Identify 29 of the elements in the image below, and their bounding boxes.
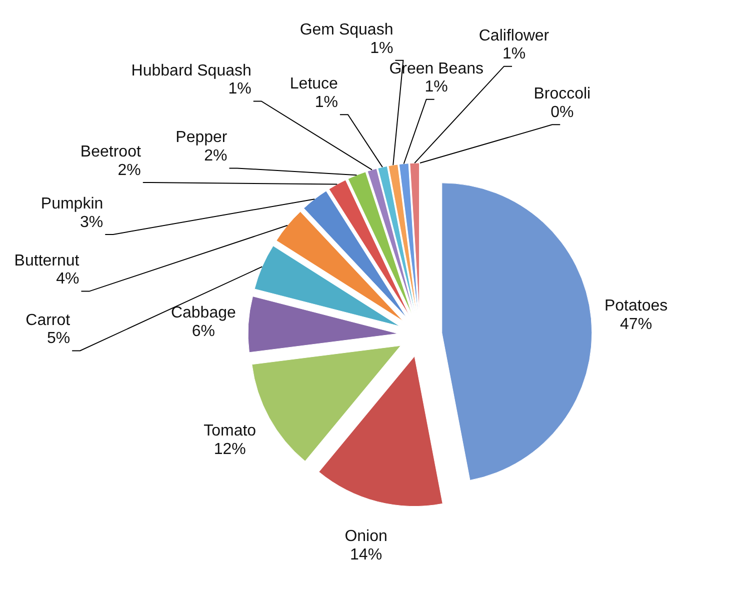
data-label: 5% <box>46 330 70 348</box>
data-label: 14% <box>350 546 382 564</box>
data-label: 3% <box>80 214 104 231</box>
slice-label: Potatoes <box>604 298 668 315</box>
data-label: 1% <box>370 40 394 57</box>
slice-label: Beetroot <box>80 143 142 160</box>
slice-label: Tomato <box>204 422 256 440</box>
data-label: 1% <box>314 94 338 112</box>
data-label: 4% <box>56 270 80 288</box>
data-label: 1% <box>424 78 448 96</box>
data-label: 12% <box>214 440 246 458</box>
slice-label: Letuce <box>290 76 338 93</box>
data-label: 2% <box>118 162 141 179</box>
slice-label: Butternut <box>14 252 80 270</box>
slice-label: Califlower <box>478 27 550 44</box>
slice-label: Onion <box>344 528 388 546</box>
data-label: 1% <box>502 46 526 63</box>
data-label: 6% <box>192 322 215 340</box>
slice-label: Hubbard Squash <box>131 62 252 80</box>
slice-label: Carrot <box>26 312 71 329</box>
text: 0% <box>550 104 574 122</box>
slice-label: Gem Squash <box>300 21 394 38</box>
slice-label: Cabbage <box>170 304 236 322</box>
data-label: 2% <box>204 148 228 165</box>
data-label: 47% <box>620 316 652 333</box>
data-label: 1% <box>228 80 252 98</box>
category-label: Broccoli <box>534 86 591 103</box>
slice-label: Pepper <box>176 129 228 146</box>
slice-label: Pumpkin <box>40 195 104 212</box>
